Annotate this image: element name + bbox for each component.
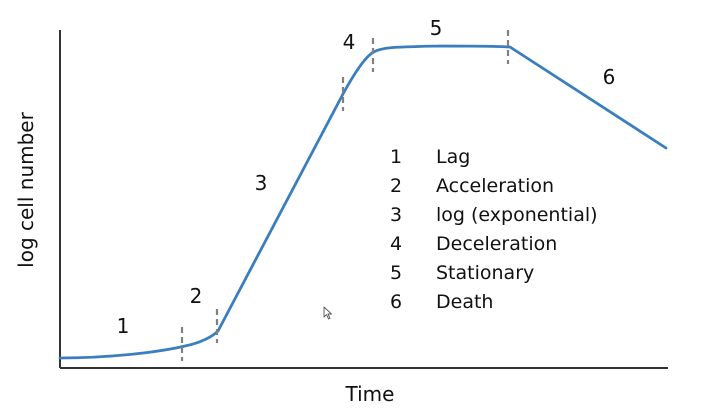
legend-label: Lag: [436, 146, 470, 168]
legend-number: 6: [390, 291, 402, 313]
legend-row: 5 Stationary: [390, 262, 534, 284]
y-axis-label: log cell number: [14, 111, 38, 267]
legend-row: 6 Death: [390, 291, 494, 313]
legend-number: 3: [390, 204, 402, 226]
phase-label-3: 3: [255, 171, 268, 195]
x-axis-label: Time: [345, 382, 395, 406]
legend-label: Stationary: [436, 262, 534, 284]
phase-legend: 1 Lag 2 Acceleration 3 log (exponential)…: [390, 146, 598, 313]
legend-label: log (exponential): [436, 204, 598, 226]
legend-row: 3 log (exponential): [390, 204, 598, 226]
legend-label: Death: [436, 291, 493, 313]
legend-number: 1: [390, 146, 402, 168]
legend-row: 4 Deceleration: [390, 233, 557, 255]
mouse-cursor-icon: [323, 306, 332, 320]
legend-label: Acceleration: [436, 175, 554, 197]
phase-label-6: 6: [603, 65, 616, 89]
legend-row: 1 Lag: [390, 146, 470, 168]
legend-row: 2 Acceleration: [390, 175, 554, 197]
phase-label-1: 1: [117, 314, 130, 338]
phase-label-2: 2: [190, 284, 203, 308]
legend-label: Deceleration: [436, 233, 557, 255]
phase-label-4: 4: [343, 30, 356, 54]
phase-label-5: 5: [430, 16, 443, 40]
legend-number: 2: [390, 175, 402, 197]
legend-number: 5: [390, 262, 402, 284]
legend-number: 4: [390, 233, 402, 255]
growth-curve-line: [58, 44, 668, 360]
